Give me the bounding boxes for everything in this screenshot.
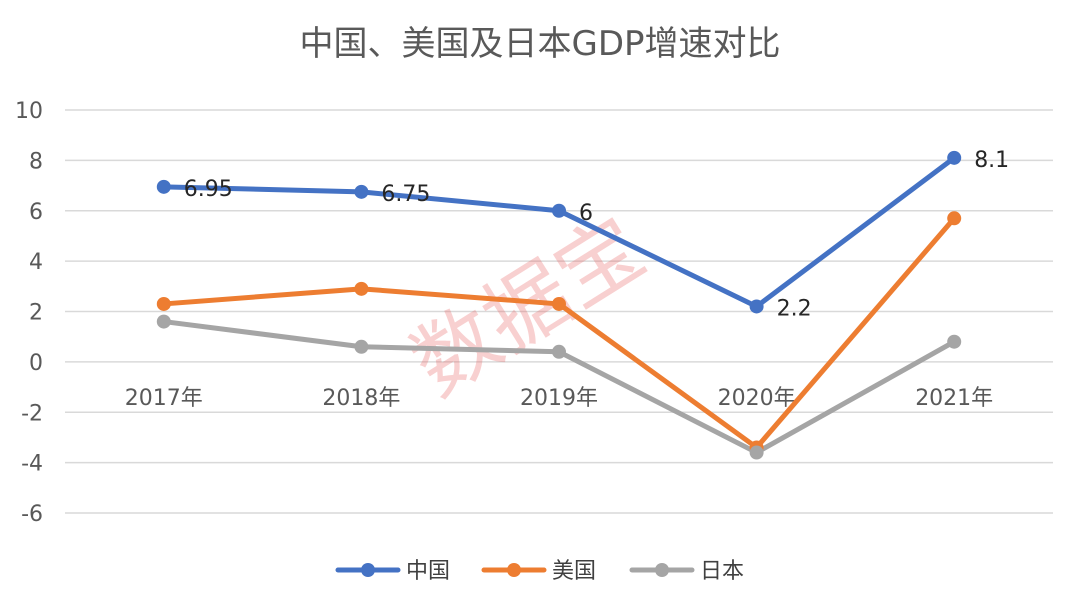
data-point [947,211,962,226]
x-category-label: 2020年 [718,386,796,411]
legend-marker-0 [361,563,375,577]
data-point [156,314,171,329]
series-points [156,150,962,460]
y-tick-label: -4 [21,452,43,477]
data-point [354,281,369,296]
data-label: 6.75 [381,182,430,207]
data-point [552,296,566,311]
x-category-label: 2017年 [125,386,203,411]
data-label: 8.1 [974,148,1009,173]
y-tick-label: -6 [21,502,43,527]
data-point [354,339,369,354]
y-tick-label: 6 [29,200,43,225]
data-label: 6 [579,201,593,226]
legend: 中国 美国 日本 [335,559,744,584]
data-point [156,296,171,311]
y-tick-label: 0 [29,351,43,376]
legend-label-1: 美国 [552,559,596,584]
data-point [552,203,566,218]
legend-marker-1 [507,563,521,577]
data-point [552,344,566,359]
data-point [947,150,962,165]
y-tick-label: 2 [29,301,43,326]
y-tick-label: -2 [21,401,43,426]
legend-marker-2 [655,563,669,577]
legend-label-0: 中国 [406,559,450,584]
x-category-label: 2021年 [915,386,993,411]
data-label: 6.95 [184,177,233,202]
gridlines [65,109,1053,514]
data-label: 2.2 [777,296,812,321]
legend-label-2: 日本 [700,559,744,584]
data-point [156,179,171,194]
data-labels: 6.95 6.75 6 2.2 8.1 [184,148,1009,322]
x-axis-category-labels: 2017年 2018年 2019年 2020年 2021年 [125,386,993,411]
y-tick-label: 8 [29,149,43,174]
y-tick-label: 4 [29,250,43,275]
data-point [749,445,764,460]
data-point [947,334,962,349]
y-tick-label: 10 [15,99,43,124]
x-category-label: 2018年 [322,386,400,411]
chart-title: 中国、美国及日本GDP增速对比 [299,24,780,64]
y-axis-tick-labels: 10 8 6 4 2 0 -2 -4 -6 [15,99,43,527]
data-point [354,184,369,199]
x-category-label: 2019年 [520,386,598,411]
data-point [749,299,764,314]
